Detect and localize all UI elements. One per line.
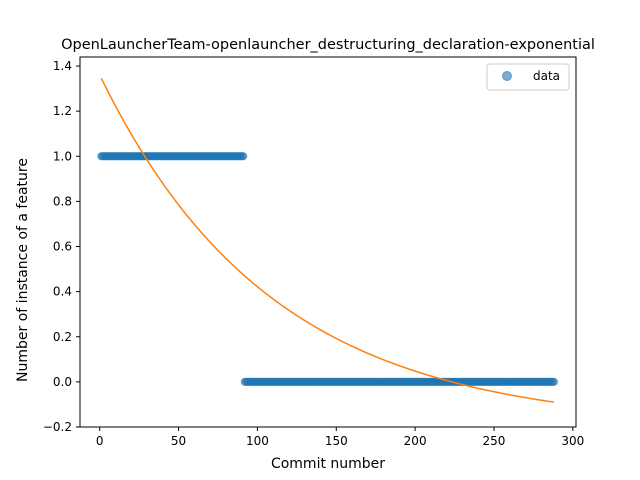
y-axis-label: Number of instance of a feature bbox=[15, 158, 31, 382]
x-tick-label: 0 bbox=[96, 434, 104, 448]
x-tick-label: 250 bbox=[483, 434, 506, 448]
y-axis: −0.2 0.0 0.2 0.4 0.6 0.8 1.0 1.2 1.4 bbox=[43, 59, 80, 434]
data-point bbox=[239, 152, 248, 161]
x-tick-label: 50 bbox=[171, 434, 186, 448]
y-tick-label: 0.2 bbox=[53, 330, 72, 344]
x-tick-label: 100 bbox=[246, 434, 269, 448]
data-point bbox=[549, 377, 559, 386]
y-tick-label: 0.8 bbox=[53, 194, 72, 208]
y-tick-label: 1.2 bbox=[53, 104, 72, 118]
x-tick-label: 200 bbox=[404, 434, 427, 448]
y-tick-label: 1.4 bbox=[53, 59, 72, 73]
x-axis-label: Commit number bbox=[271, 456, 385, 472]
plot-area bbox=[97, 77, 559, 403]
legend-label-data: data bbox=[533, 69, 560, 83]
x-tick-label: 150 bbox=[325, 434, 348, 448]
x-tick-label: 300 bbox=[561, 434, 584, 448]
y-tick-label: 0.0 bbox=[53, 375, 72, 389]
y-tick-label: 0.4 bbox=[53, 285, 72, 299]
legend: data bbox=[486, 63, 570, 91]
legend-marker-data bbox=[502, 71, 512, 81]
legend-box bbox=[486, 63, 570, 91]
y-tick-label: −0.2 bbox=[43, 420, 72, 434]
y-tick-label: 0.6 bbox=[53, 240, 72, 254]
fit-line bbox=[100, 77, 555, 403]
plot-frame bbox=[79, 56, 577, 428]
chart-title: OpenLauncherTeam-openlauncher_destructur… bbox=[61, 37, 595, 53]
y-tick-label: 1.0 bbox=[53, 149, 72, 163]
x-axis: 0 50 100 150 200 250 300 bbox=[96, 427, 584, 448]
